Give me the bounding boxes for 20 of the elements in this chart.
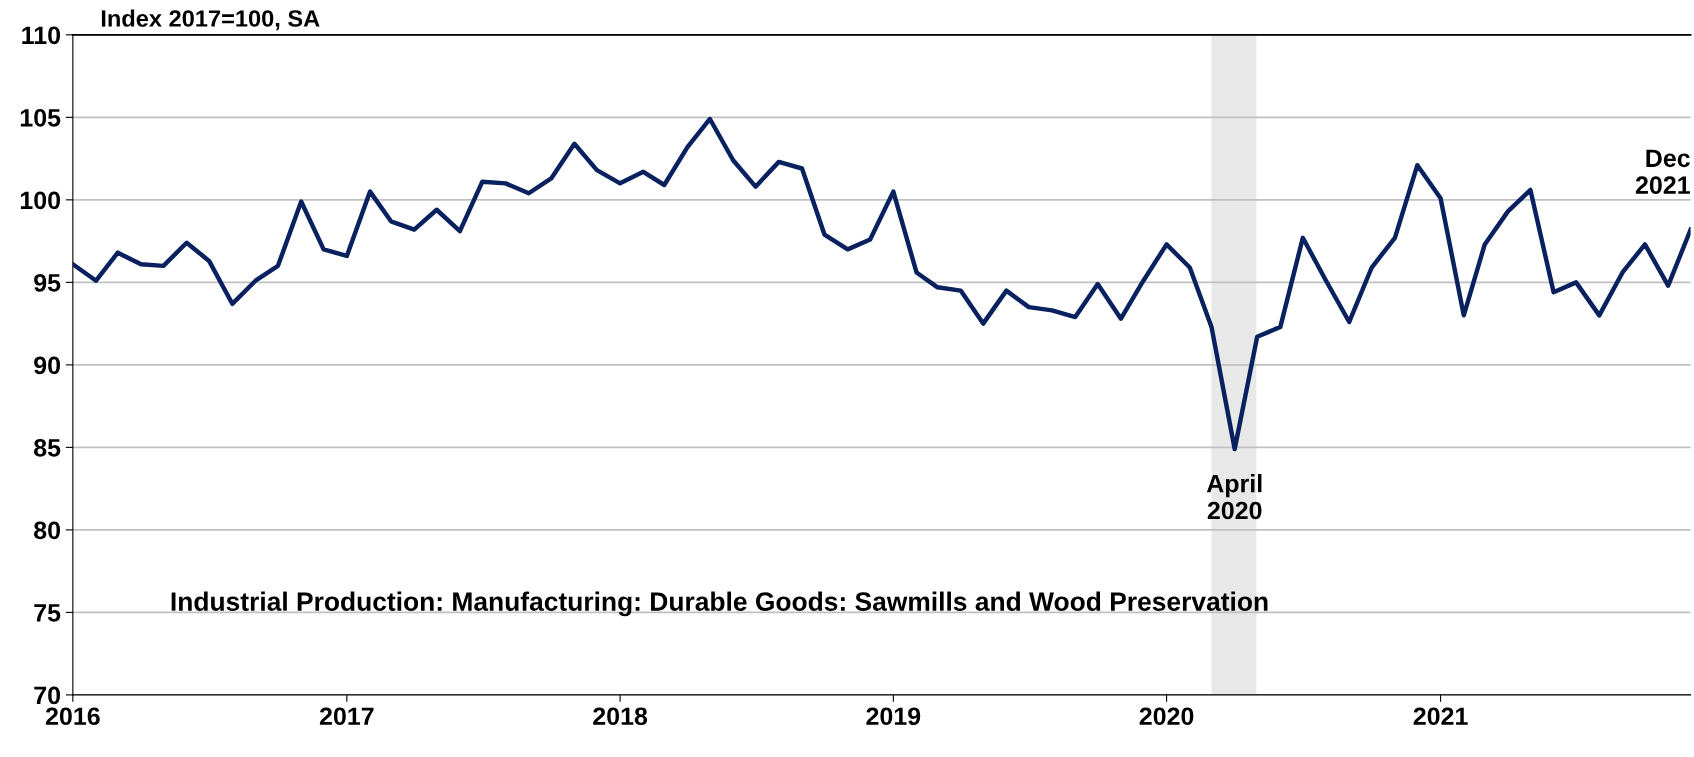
x-tick-label: 2018: [593, 707, 648, 726]
text: Industrial Production: Manufacturing: Durable Goods: Sawmills and Wood Preservation: [171, 591, 1268, 617]
y-tick-label: 80: [34, 521, 61, 540]
y-tick-label: 95: [34, 273, 61, 292]
y-tick-label: 70: [34, 686, 61, 705]
y-tick-label: 100: [20, 191, 61, 210]
x-tick-label: 2017: [319, 707, 374, 726]
y-tick-label: 90: [34, 356, 61, 375]
annotation: April 2020: [1206, 474, 1262, 520]
y-tick-label: 110: [22, 26, 61, 45]
line-series: [72, 116, 1691, 452]
annotation: Dec 2021: [1635, 149, 1690, 195]
x-tick-label: 2021: [1413, 707, 1468, 726]
x-tick-label: 2019: [866, 707, 921, 726]
x-tick-label: 2020: [1139, 707, 1194, 726]
y-tick-label: 75: [34, 604, 61, 622]
x-tick-label: 2016: [45, 707, 100, 726]
y-tick-label: 105: [20, 108, 61, 127]
y-axis-title: Index 2017=100, SA: [101, 9, 320, 31]
y-tick-label: 85: [34, 438, 61, 457]
